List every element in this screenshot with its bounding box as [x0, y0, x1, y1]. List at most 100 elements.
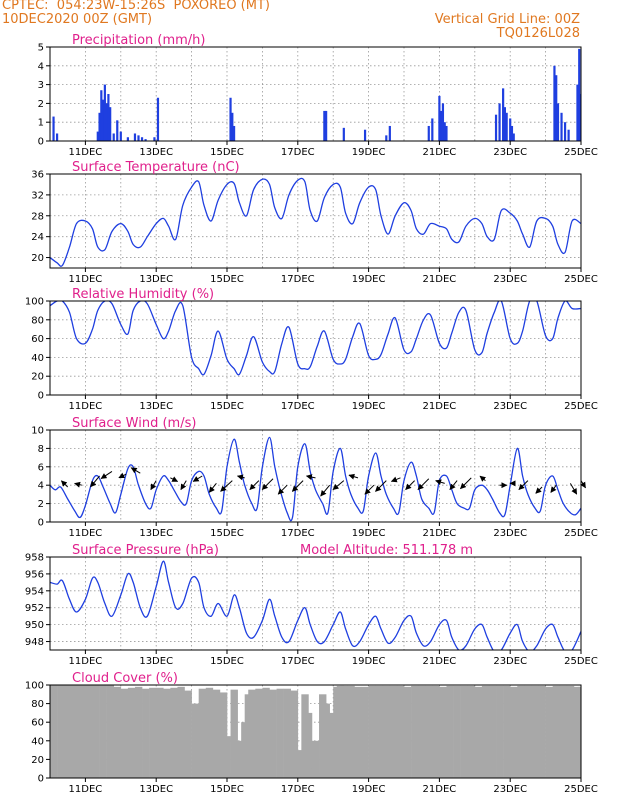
- x-tick-label: 23DEC: [493, 401, 527, 412]
- x-tick-label: 15DEC: [210, 401, 244, 412]
- bar: [304, 712, 313, 778]
- bar: [342, 127, 345, 141]
- bar: [425, 685, 433, 778]
- bar: [545, 686, 553, 778]
- wind-vector: [569, 483, 578, 495]
- x-tick-label: 25DEC: [564, 147, 598, 158]
- plot-frame: [49, 556, 582, 651]
- series-line: [50, 560, 581, 650]
- bar: [191, 703, 199, 778]
- bar: [156, 687, 164, 778]
- wind-vector: [449, 480, 458, 491]
- bar: [120, 688, 129, 778]
- bar: [389, 685, 398, 778]
- bar: [98, 112, 101, 141]
- grid-line-label: Vertical Grid Line: 00Z: [434, 12, 580, 27]
- y-tick-label: 958: [25, 553, 44, 564]
- bar: [134, 686, 143, 778]
- panel-1: 0 1 2 3 4 5 11DEC 13DEC 15DEC 17DEC 19DEC 21DEC 23DE…: [38, 33, 598, 158]
- bar: [340, 685, 348, 778]
- x-tick-label: 17DEC: [281, 401, 315, 412]
- x-tick-label: 11DEC: [69, 784, 103, 795]
- bar: [133, 133, 137, 141]
- x-tick-label: 13DEC: [139, 784, 173, 795]
- series-line: [50, 301, 581, 376]
- y-tick-label: 8: [38, 444, 44, 455]
- y-tick-label: 32: [31, 190, 44, 201]
- bar: [137, 135, 140, 141]
- x-tick-label: 17DEC: [281, 656, 315, 667]
- wind-vector: [118, 472, 127, 479]
- bar: [85, 685, 93, 778]
- bar: [496, 685, 504, 778]
- x-tick-label: 19DEC: [352, 147, 386, 158]
- wind-vector: [580, 480, 586, 489]
- bar: [382, 685, 391, 778]
- plot-frame: [49, 173, 582, 269]
- x-tick-label: 23DEC: [493, 274, 527, 285]
- bar: [559, 685, 568, 778]
- wind-vector: [332, 480, 345, 490]
- y-tick-label: 1: [38, 118, 44, 129]
- bar: [234, 740, 242, 778]
- y-tick-label: 6: [38, 462, 44, 473]
- bar: [553, 65, 556, 141]
- bar: [396, 685, 405, 778]
- bar: [64, 685, 72, 778]
- bar: [368, 685, 376, 778]
- bar: [106, 685, 115, 778]
- chart-header: CPTEC: 054:23W-15:26S POXOREO (MT) 10DEC…: [0, 0, 618, 41]
- bar: [92, 685, 100, 778]
- bar: [347, 685, 355, 778]
- bar: [163, 688, 171, 778]
- bar: [505, 112, 508, 141]
- x-tick-label: 19DEC: [352, 401, 386, 412]
- x-tick-label: 25DEC: [564, 528, 598, 539]
- bar: [231, 112, 234, 141]
- y-tick-label: 10: [31, 426, 44, 437]
- panel-2: 20 24 28 32 36 11DEC 13DEC 15DEC 17DEC 19DEC 21DEC…: [31, 160, 598, 285]
- bar: [100, 90, 103, 141]
- bar: [531, 685, 539, 778]
- y-tick-label: 28: [31, 211, 44, 222]
- bar: [119, 131, 122, 141]
- y-tick-label: 5: [38, 43, 44, 54]
- x-tick-label: 21DEC: [423, 656, 457, 667]
- y-tick-label: 948: [25, 637, 44, 648]
- y-tick-label: 0: [38, 137, 44, 148]
- bar: [142, 688, 150, 778]
- x-tick-label: 15DEC: [210, 528, 244, 539]
- bar: [50, 685, 58, 778]
- bar-series: [52, 48, 581, 141]
- wind-vector: [405, 480, 415, 491]
- bar: [153, 137, 156, 141]
- panel-4: 0 2 4 6 8 10 11DEC 13DEC 15DEC 17DEC 19DEC 21DEC 23D…: [31, 416, 598, 539]
- bar: [363, 129, 367, 141]
- bar: [109, 107, 112, 141]
- bar: [177, 686, 185, 778]
- bar: [116, 120, 119, 141]
- wind-vector: [180, 480, 187, 491]
- y-tick-label: 40: [31, 736, 44, 747]
- bar: [212, 689, 221, 778]
- wind-vector: [130, 467, 141, 474]
- x-tick-label: 13DEC: [139, 274, 173, 285]
- x-tick-label: 13DEC: [139, 656, 173, 667]
- panel-3: 0 20 40 60 80 100 11DEC 13DEC 15DEC 17DEC 19DEC 21D…: [25, 287, 598, 412]
- wind-vector: [236, 474, 245, 481]
- bar: [229, 97, 232, 141]
- x-tick-label: 19DEC: [352, 784, 386, 795]
- wind-vector: [100, 470, 113, 480]
- plot-frame: [49, 429, 582, 523]
- bar: [126, 137, 129, 141]
- bar: [555, 75, 558, 141]
- y-tick-label: 100: [25, 297, 44, 308]
- wind-vector: [348, 473, 359, 480]
- panel-title: Surface Temperature (nC): [72, 160, 240, 175]
- y-tick-label: 2: [38, 99, 44, 110]
- wind-vector: [150, 480, 157, 491]
- wind-vector: [277, 484, 288, 495]
- bar: [552, 685, 561, 778]
- x-tick-label: 11DEC: [69, 528, 103, 539]
